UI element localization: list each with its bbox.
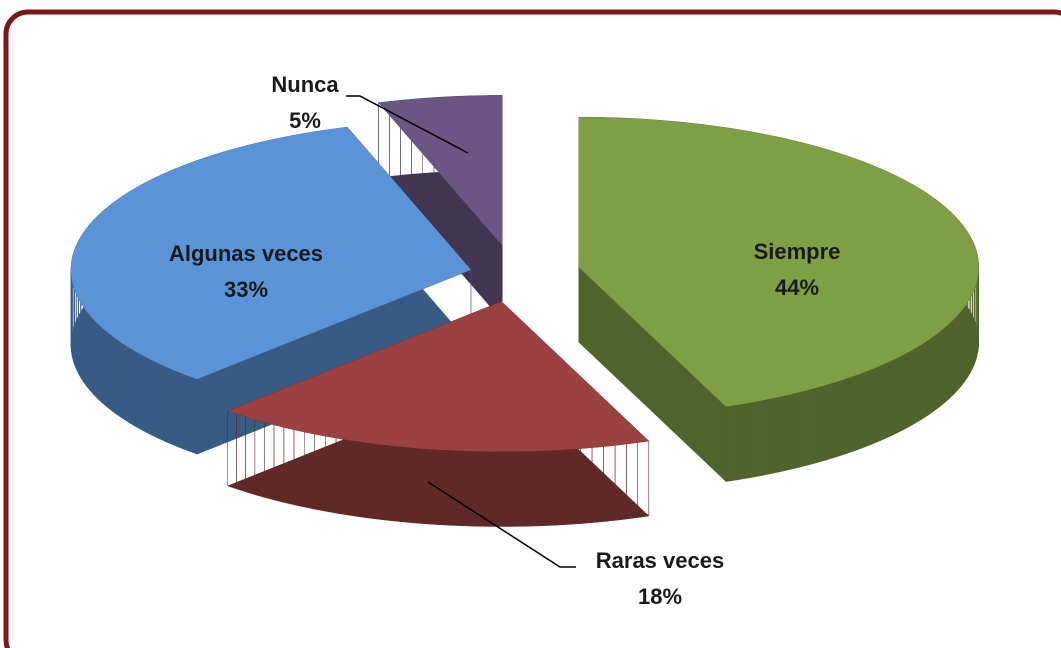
value-label: 5% <box>289 108 321 133</box>
slice <box>378 95 503 246</box>
value-label: 33% <box>224 277 268 302</box>
value-label: 18% <box>638 584 682 609</box>
slice-label: Algunas veces <box>169 241 323 266</box>
value-label: 44% <box>775 275 819 300</box>
slice <box>578 117 979 407</box>
leader-line <box>427 481 576 568</box>
slice-label: Nunca <box>271 72 339 97</box>
slice <box>70 127 471 380</box>
slice-label: Raras veces <box>596 548 724 573</box>
leader-line <box>346 95 469 154</box>
slice-label: Siempre <box>754 239 841 264</box>
slice <box>227 301 649 452</box>
